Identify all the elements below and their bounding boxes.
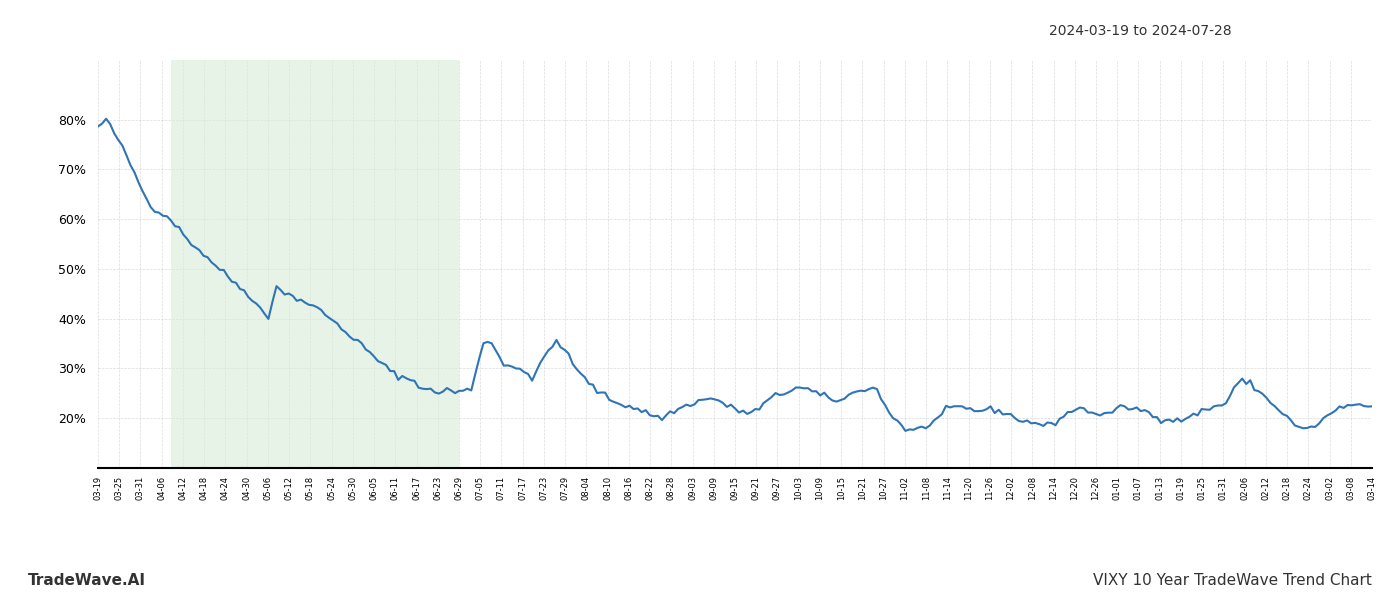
Bar <box>171 60 459 468</box>
Text: VIXY 10 Year TradeWave Trend Chart: VIXY 10 Year TradeWave Trend Chart <box>1093 573 1372 588</box>
Text: TradeWave.AI: TradeWave.AI <box>28 573 146 588</box>
Text: 2024-03-19 to 2024-07-28: 2024-03-19 to 2024-07-28 <box>1050 24 1232 38</box>
